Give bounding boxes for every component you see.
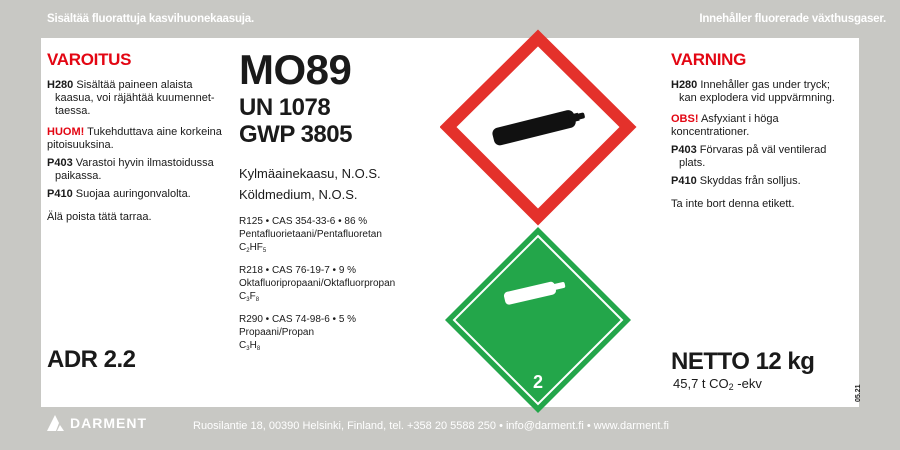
- darment-logo-icon: [47, 415, 64, 431]
- product-description: Kylmäainekaasu, N.O.S. Köldmedium, N.O.S.: [239, 166, 381, 202]
- gwp-value: GWP 3805: [239, 121, 352, 148]
- sv-note: Ta inte bort denna etikett.: [671, 198, 795, 210]
- component-item: R290 • CAS 74-98-6 • 5 % Propaani/Propan C…: [239, 314, 357, 352]
- adr-class2-pictogram: 2: [445, 227, 631, 413]
- net-weight: NETTO 12 kg: [671, 348, 815, 375]
- gas-cylinder-white-icon: [503, 281, 566, 305]
- header-sv: Innehåller fluorerade växthusgaser.: [699, 13, 886, 25]
- header-fi: Sisältää fluorattuja kasvihuonekaasuja.: [47, 13, 254, 25]
- sv-h280: H280 Innehåller gas under tryck; kan expl…: [671, 79, 835, 104]
- swedish-warnings: VARNING H280 Innehåller gas under tryck;…: [671, 50, 851, 216]
- fi-h280: H280 Sisältää paineen alaista kaasua, voi…: [47, 79, 215, 117]
- finnish-warnings: VAROITUS H280 Sisältää paineen alaista ka…: [47, 50, 227, 229]
- co2-equivalent: 45,7 t CO2 -ekv: [673, 376, 762, 392]
- chemical-formula: C2HF5: [239, 242, 267, 254]
- components-list: R125 • CAS 354-33-6 • 86 % Pentafluorieta…: [239, 215, 439, 362]
- sv-p410: P410 Skyddas från solljus.: [671, 175, 801, 187]
- product-name: MO89: [239, 46, 352, 93]
- chemical-formula: C3H8: [239, 340, 261, 352]
- fi-huom: HUOM! Tukehduttava aine korkeina pitoisu…: [47, 126, 222, 151]
- fi-title: VAROITUS: [47, 50, 132, 69]
- fi-note: Älä poista tätä tarraa.: [47, 211, 152, 223]
- adr-class-number: 2: [533, 372, 543, 392]
- chemical-formula: C3F8: [239, 291, 260, 303]
- fi-p410: P410 Suojaa auringonvalolta.: [47, 188, 191, 200]
- brand-logo: DARMENT: [47, 415, 147, 431]
- sv-p403: P403 Förvaras på väl ventilerad plats.: [671, 144, 827, 169]
- component-item: R125 • CAS 354-33-6 • 86 % Pentafluorieta…: [239, 216, 382, 254]
- sv-obs: OBS! Asfyxiant i höga koncentrationer.: [671, 113, 779, 138]
- footer-address: Ruosilantie 18, 00390 Helsinki, Finland,…: [193, 420, 669, 432]
- sv-title: VARNING: [671, 50, 747, 69]
- component-item: R218 • CAS 76-19-7 • 9 % Oktafluoripropaa…: [239, 265, 396, 303]
- ghs-gas-pictogram: [440, 29, 637, 226]
- label-panel: [41, 38, 859, 407]
- un-number: UN 1078: [239, 94, 331, 121]
- version-code: 05.21: [855, 384, 862, 402]
- fi-p403: P403 Varastoi hyvin ilmastoidussa paikass…: [47, 157, 214, 182]
- gas-cylinder-icon: [492, 110, 585, 146]
- adr-class: ADR 2.2: [47, 346, 136, 373]
- hazard-pictograms: 2: [440, 29, 637, 413]
